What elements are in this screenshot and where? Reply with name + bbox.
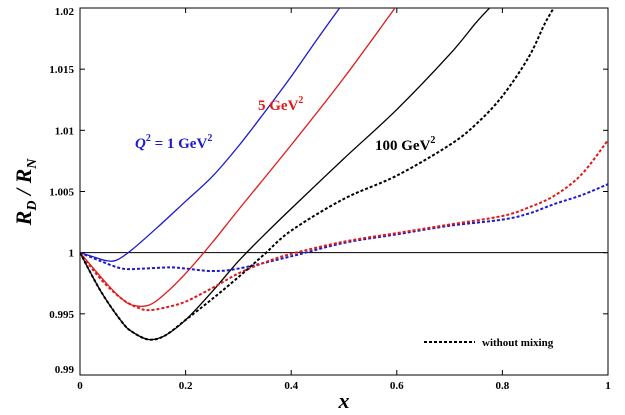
y-tick-label: 1.02 xyxy=(55,6,75,18)
y-tick-label: 1.015 xyxy=(49,64,74,76)
legend-label: without mixing xyxy=(482,337,554,349)
x-tick-label: 0.4 xyxy=(284,380,298,392)
series-line-q100-nomix xyxy=(80,8,555,341)
series-line-q100-mix xyxy=(80,8,491,341)
series-line-q5-nomix xyxy=(80,139,608,312)
x-tick-label: 0.8 xyxy=(496,380,510,392)
y-tick-label: 1.01 xyxy=(55,125,74,137)
y-axis-label: RD / RN xyxy=(11,158,40,227)
annotation-q2-5: 5 GeV2 xyxy=(258,95,303,114)
y-tick-label: 1 xyxy=(69,248,75,260)
x-tick-label: 0 xyxy=(77,380,83,392)
series-line-q5-mix xyxy=(80,8,396,307)
y-tick-label: 1.005 xyxy=(49,187,74,199)
y-tick-label: 0.99 xyxy=(55,364,75,376)
x-ticks: 0 0.2 0.4 0.6 0.8 1 xyxy=(77,8,611,392)
y-tick-label: 0.995 xyxy=(49,309,74,321)
series-layer xyxy=(80,8,608,341)
x-axis-label: x xyxy=(338,388,350,413)
plot-frame xyxy=(79,7,609,376)
x-tick-label: 0.2 xyxy=(179,380,193,392)
x-tick-label: 1 xyxy=(605,380,611,392)
annotation-q2-100: 100 GeV2 xyxy=(375,135,435,154)
annotation-q2-1: Q2 = 1 GeV2 xyxy=(135,133,212,152)
series-line-q1-nomix xyxy=(80,183,608,273)
x-tick-label: 0.6 xyxy=(390,380,404,392)
y-ticks: 0.99 0.995 1 1.005 1.01 1.015 1.02 xyxy=(49,6,608,376)
series-line-q1-mix xyxy=(80,8,341,262)
